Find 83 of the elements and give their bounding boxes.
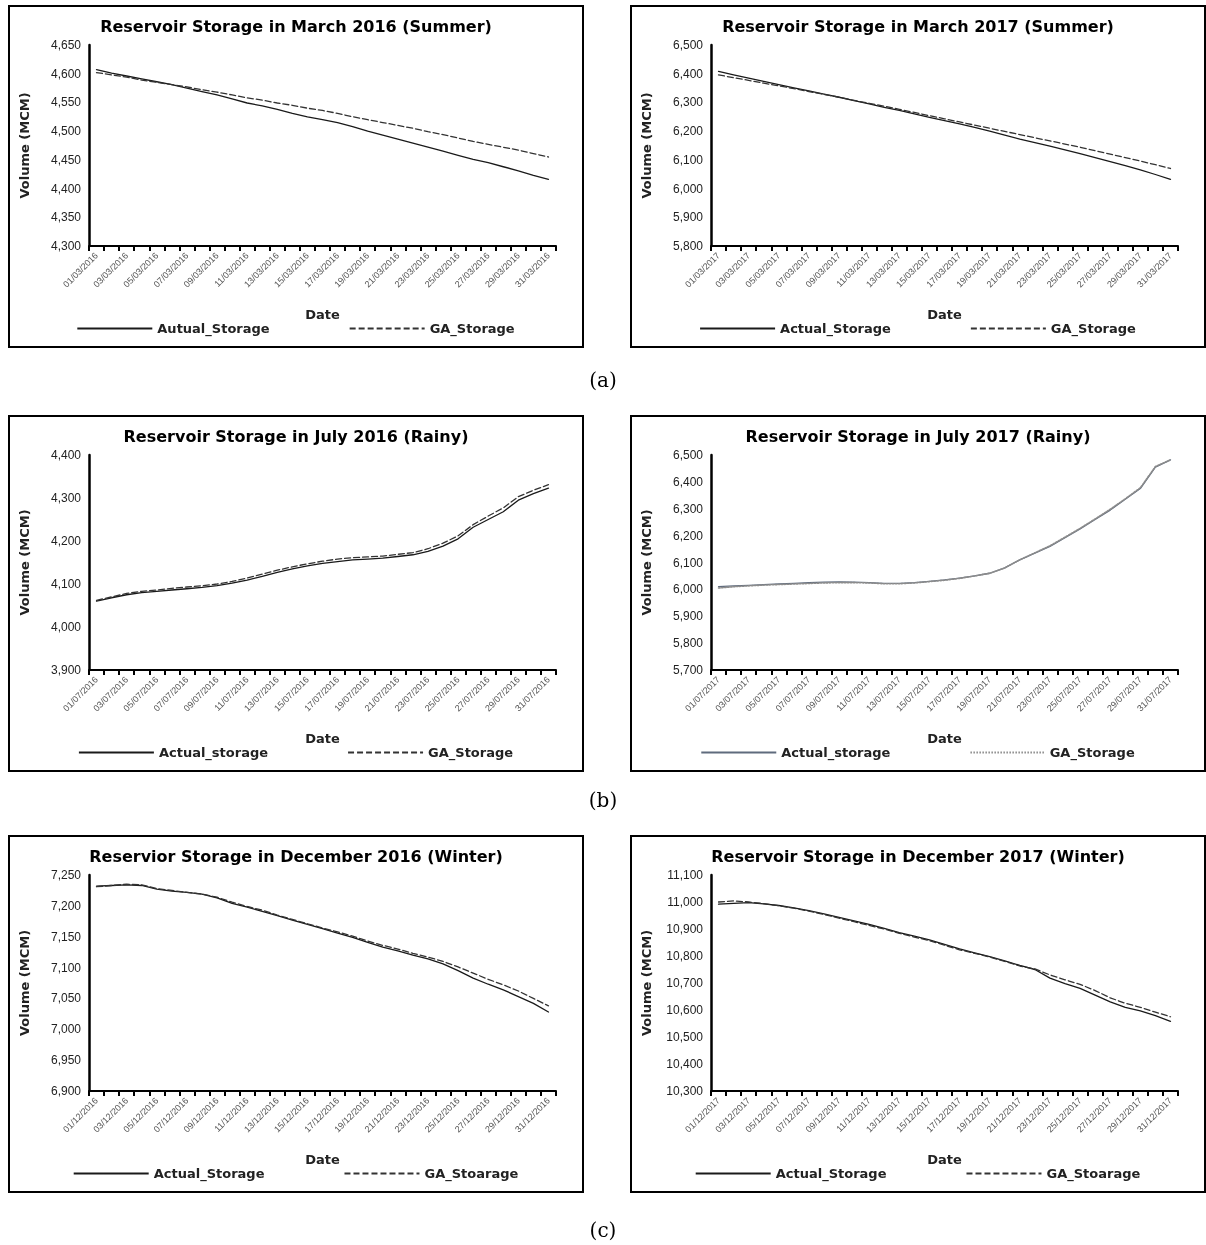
legend-label: GA_Storage (1050, 321, 1137, 337)
y-axis-title: Volume (MCM) (17, 92, 32, 199)
y-tick-label: 5,800 (672, 239, 704, 253)
y-tick-label: 10,400 (666, 1057, 704, 1071)
legend-label: Actual_Storage (775, 1166, 887, 1182)
y-tick-label: 6,300 (672, 501, 704, 516)
y-axis-title: Volume (MCM) (639, 929, 654, 1037)
legend-label: GA_Storage (428, 745, 514, 761)
y-tick-label: 4,650 (50, 38, 82, 52)
y-axis-title: Volume (MCM) (17, 929, 32, 1037)
y-tick-label: 4,500 (50, 124, 82, 139)
y-tick-label: 5,900 (672, 210, 704, 225)
y-tick-label: 4,000 (50, 620, 82, 634)
y-tick-label: 7,050 (50, 991, 82, 1006)
y-tick-label: 7,150 (50, 929, 82, 944)
y-tick-label: 4,350 (50, 210, 82, 225)
y-tick-label: 10,500 (666, 1030, 704, 1044)
chart-title: Reservoir Storage in March 2017 (Summer) (722, 16, 1114, 36)
chart-title: Reservoir Storage in December 2017 (Winter) (711, 846, 1125, 866)
text: (a) (588, 368, 618, 392)
line-series (95, 69, 550, 181)
y-axis-title: Volume (MCM) (639, 509, 654, 616)
y-tick-label: 7,250 (50, 868, 82, 882)
y-axis-title: Volume (MCM) (17, 509, 32, 616)
y-tick-label: 4,400 (50, 181, 82, 196)
legend-label: GA_Stoarage (424, 1166, 519, 1182)
text: (c) (588, 1218, 618, 1242)
y-tick-label: 6,950 (50, 1053, 82, 1068)
x-axis-title: Date (305, 307, 340, 322)
y-tick-label: 4,600 (50, 66, 82, 81)
y-tick-label: 6,300 (672, 95, 704, 110)
chart-title: Reservoir Storage in March 2016 (Summer) (100, 16, 492, 36)
x-axis-title: Date (927, 731, 962, 746)
legend-label: Autual_Storage (157, 321, 270, 337)
y-tick-label: 3,900 (50, 663, 82, 677)
chart-title: Reservoir Storage in July 2017 (Rainy) (745, 426, 1091, 446)
y-tick-label: 11,100 (667, 868, 704, 882)
y-tick-label: 6,100 (672, 555, 704, 570)
y-tick-label: 7,000 (50, 1022, 82, 1037)
legend-label: Actual_storage (158, 745, 269, 761)
y-axis-title: Volume (MCM) (639, 92, 654, 199)
legend-label: GA_Stoarage (1046, 1166, 1141, 1182)
y-tick-label: 6,200 (672, 528, 704, 543)
y-tick-label: 10,900 (666, 922, 704, 936)
y-tick-label: 7,100 (50, 960, 82, 975)
y-tick-label: 6,500 (672, 38, 704, 52)
legend-label: Actual_Storage (780, 321, 892, 337)
y-tick-label: 6,400 (672, 474, 704, 489)
text: (b) (587, 788, 619, 812)
y-tick-label: 6,200 (672, 124, 704, 139)
y-tick-label: 4,550 (50, 95, 82, 110)
y-tick-label: 5,700 (672, 663, 704, 677)
y-tick-label: 5,800 (672, 636, 704, 651)
x-axis-title: Date (305, 1152, 340, 1167)
legend-label: Actual_storage (781, 745, 891, 761)
legend-label: GA_Storage (429, 321, 515, 337)
y-tick-label: 7,200 (50, 898, 82, 913)
y-tick-label: 4,300 (50, 239, 82, 253)
y-tick-label: 6,500 (672, 448, 704, 462)
y-tick-label: 10,700 (666, 976, 704, 990)
y-tick-label: 6,100 (672, 152, 704, 167)
chart-title: Reservoir Storage in July 2016 (Rainy) (123, 426, 469, 446)
y-tick-label: 4,100 (50, 577, 82, 591)
line-series (95, 71, 550, 158)
y-tick-label: 6,400 (672, 66, 704, 81)
y-tick-label: 6,000 (672, 181, 704, 196)
y-tick-label: 4,200 (50, 534, 82, 548)
chart-title: Reservior Storage in December 2016 (Winter) (89, 846, 503, 866)
x-axis-title: Date (927, 1152, 962, 1167)
legend-label: Actual_Storage (153, 1166, 265, 1182)
y-tick-label: 5,900 (672, 609, 704, 624)
x-axis-title: Date (305, 731, 340, 746)
legend-label: GA_Storage (1049, 745, 1135, 761)
y-tick-label: 10,800 (666, 949, 704, 963)
y-tick-label: 10,300 (666, 1084, 704, 1098)
y-tick-label: 4,300 (50, 491, 82, 505)
y-tick-label: 6,900 (50, 1084, 82, 1098)
y-tick-label: 4,400 (50, 448, 82, 462)
y-tick-label: 6,000 (672, 582, 704, 597)
y-tick-label: 4,450 (50, 152, 82, 167)
x-axis-title: Date (927, 307, 962, 322)
y-tick-label: 11,000 (667, 895, 704, 909)
y-tick-label: 10,600 (666, 1003, 704, 1017)
